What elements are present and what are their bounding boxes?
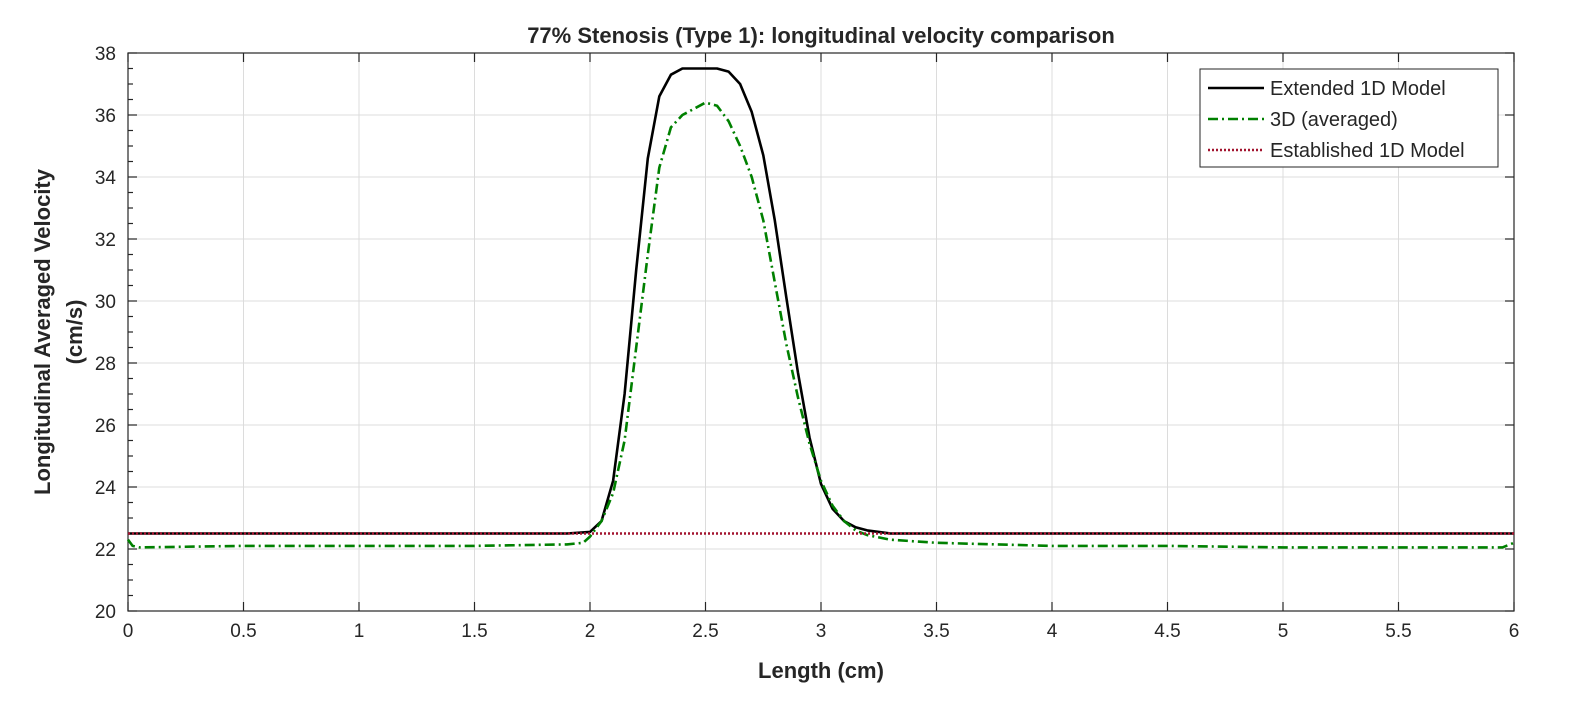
y-tick-label: 34	[95, 168, 117, 189]
x-tick-label: 6	[1509, 621, 1520, 642]
legend: Extended 1D Model 3D (averaged) Establis…	[1199, 68, 1499, 168]
y-tick-label: 30	[95, 292, 116, 313]
x-gridlines	[243, 53, 1399, 611]
legend-label-established-1d: Established 1D Model	[1270, 140, 1465, 162]
series-layer	[126, 67, 1515, 549]
series-3d-averaged	[126, 101, 1515, 549]
y-tick-label: 24	[95, 478, 117, 499]
y-tick-label: 26	[95, 416, 116, 437]
x-tick-label: 2	[585, 621, 596, 642]
x-tick-label: 1.5	[461, 621, 487, 642]
y-tick-label: 22	[95, 540, 116, 561]
x-tick-label: 0.5	[230, 621, 256, 642]
x-axis-ticks: 0 0.5 1 1.5 2 2.5 3 3.5 4 4.5 5 5.5 6	[123, 53, 1520, 642]
x-tick-label: 3	[816, 621, 827, 642]
y-tick-label: 20	[95, 602, 116, 623]
y-tick-label: 32	[95, 230, 116, 251]
y-tick-label: 36	[95, 106, 116, 127]
y-axis-label-line-1: Longitudinal Averaged Velocity	[30, 168, 55, 495]
y-axis-label-line-2: (cm/s)	[62, 300, 87, 365]
legend-label-extended-1d: Extended 1D Model	[1270, 78, 1446, 100]
x-tick-label: 2.5	[692, 621, 718, 642]
x-tick-label: 5	[1278, 621, 1289, 642]
y-axis-ticks: 20 22 24 26 28 30 32 34 36 38	[95, 44, 1514, 623]
x-tick-label: 5.5	[1385, 621, 1411, 642]
y-axis-label-group: Longitudinal Averaged Velocity (cm/s)	[30, 168, 87, 495]
x-tick-label: 4	[1047, 621, 1058, 642]
x-tick-label: 1	[354, 621, 365, 642]
legend-label-3d-averaged: 3D (averaged)	[1270, 109, 1398, 131]
y-tick-label: 28	[95, 354, 116, 375]
x-tick-label: 3.5	[923, 621, 949, 642]
x-axis-label: Length (cm)	[758, 658, 884, 683]
x-tick-label: 4.5	[1154, 621, 1180, 642]
y-tick-label: 38	[95, 44, 116, 65]
x-tick-label: 0	[123, 621, 134, 642]
chart-title: 77% Stenosis (Type 1): longitudinal velo…	[527, 23, 1115, 48]
